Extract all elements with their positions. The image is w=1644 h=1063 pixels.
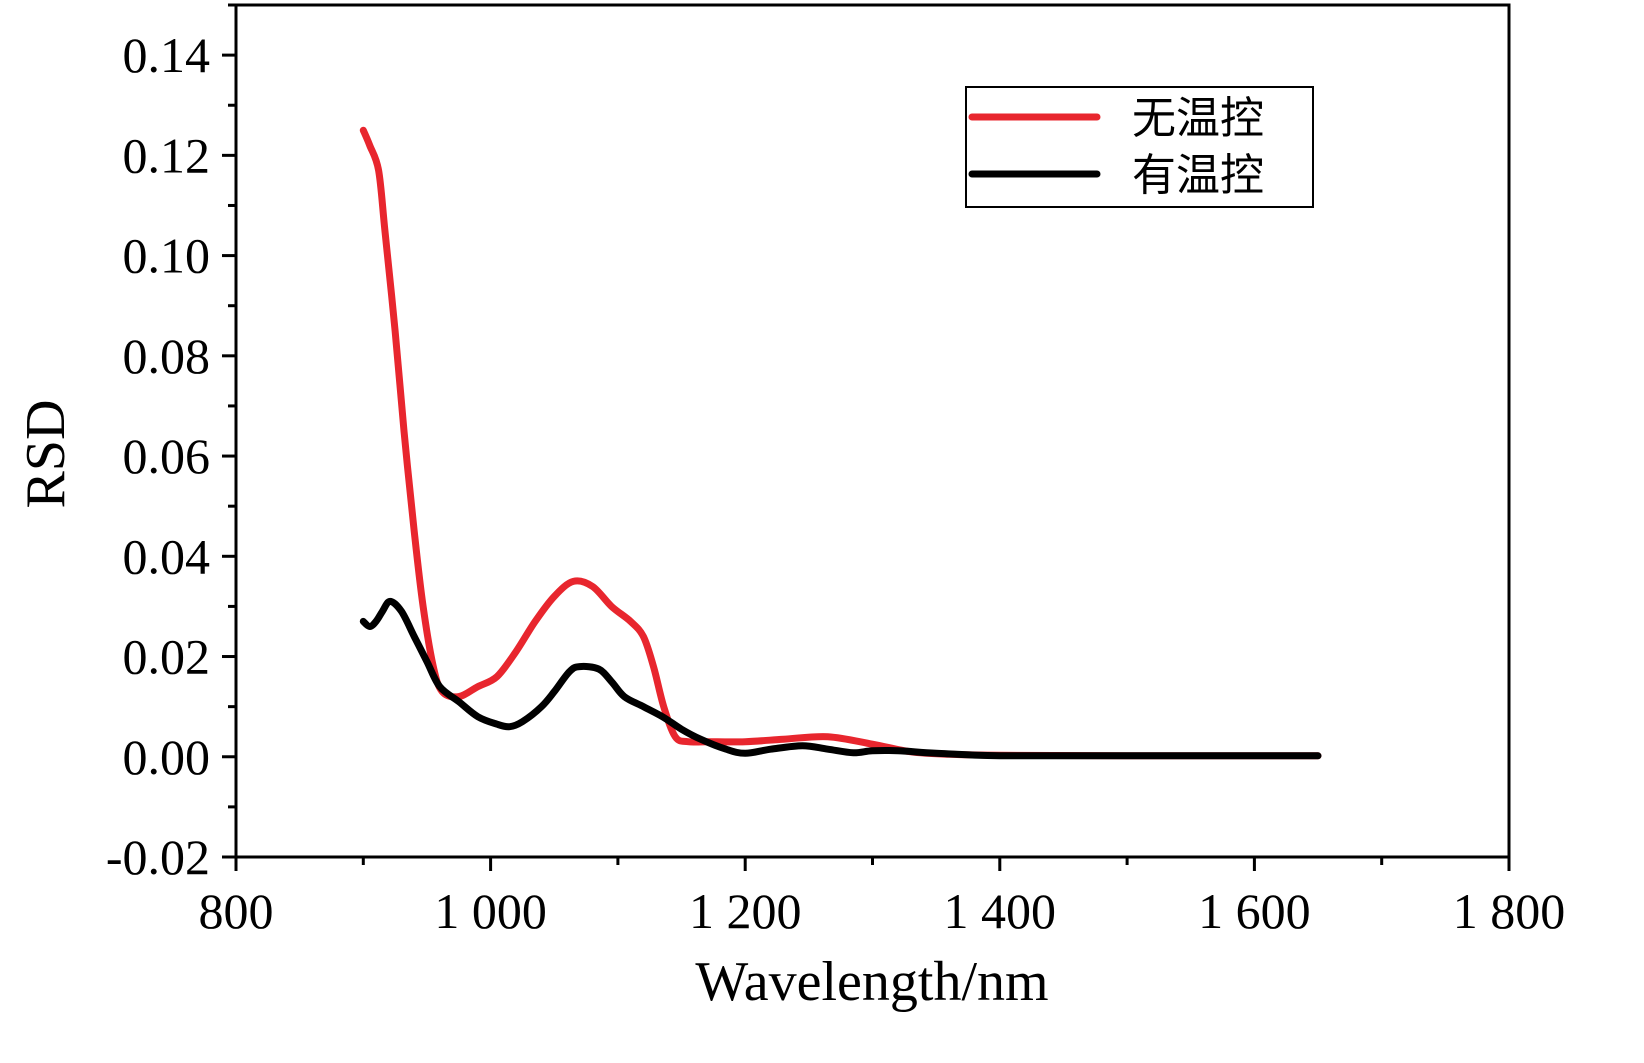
x-tick-label: 1 800 bbox=[1453, 883, 1566, 939]
y-axis-ticks: -0.02 0.00 0.02 0.04 0.06 0.08 0.10 0.12 0.14 bbox=[106, 3, 236, 885]
legend: 无温控 有温控 bbox=[965, 86, 1314, 208]
y-tick-label: 0.02 bbox=[123, 629, 211, 685]
x-tick-label: 1 600 bbox=[1198, 883, 1311, 939]
y-axis-title: RSD bbox=[15, 400, 77, 509]
y-tick-label: 0.04 bbox=[123, 528, 211, 584]
y-tick-label: 0.12 bbox=[123, 127, 211, 183]
y-tick-label: 0.06 bbox=[123, 428, 211, 484]
legend-label-series-2: 有温控 bbox=[1132, 150, 1264, 201]
x-axis-ticks: 800 1 000 1 200 1 400 1 600 1 800 bbox=[199, 857, 1566, 939]
x-tick-label: 1 200 bbox=[689, 883, 802, 939]
y-tick-label: 0.08 bbox=[123, 328, 211, 384]
x-tick-label: 1 400 bbox=[944, 883, 1057, 939]
series-line-2 bbox=[359, 597, 1322, 760]
plot-frame bbox=[234, 3, 1511, 859]
legend-box bbox=[965, 86, 1314, 208]
x-axis-title: Wavelength/nm bbox=[695, 951, 1048, 1013]
x-tick-label: 800 bbox=[199, 883, 274, 939]
series-line-1 bbox=[359, 126, 1322, 760]
series-layer bbox=[359, 126, 1322, 760]
legend-label-series-1: 无温控 bbox=[1132, 93, 1264, 144]
y-tick-label: -0.02 bbox=[106, 829, 210, 885]
y-tick-label: 0.00 bbox=[123, 729, 211, 785]
y-tick-label: 0.10 bbox=[123, 228, 211, 284]
y-tick-label: 0.14 bbox=[123, 27, 211, 83]
x-tick-label: 1 000 bbox=[434, 883, 547, 939]
